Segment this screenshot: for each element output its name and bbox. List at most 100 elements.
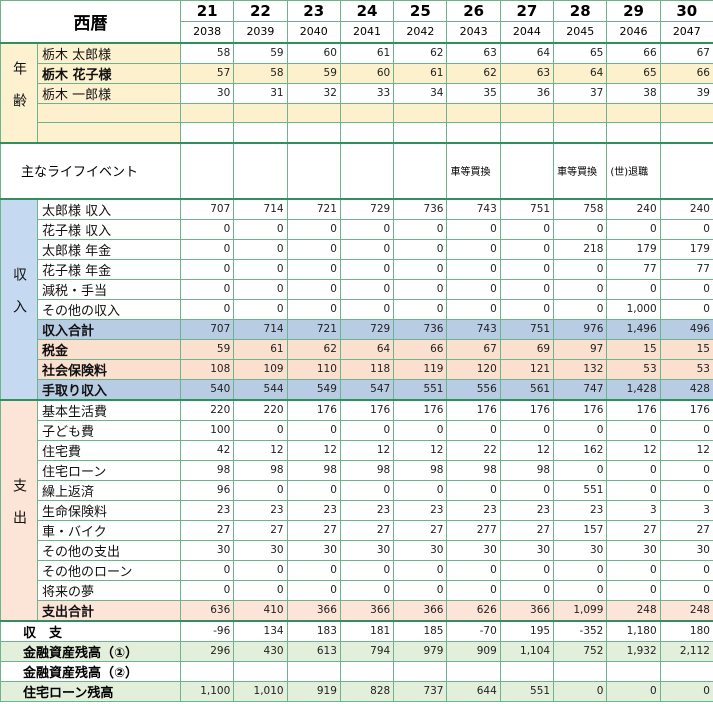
value-cell: 758 — [553, 198, 608, 220]
value-cell: 707 — [179, 318, 235, 340]
value-cell: 0 — [446, 579, 501, 601]
western-year: 2038 — [179, 21, 235, 44]
value-cell: 32 — [286, 82, 341, 104]
value-cell: 176 — [339, 399, 395, 421]
value-cell: 30 — [499, 539, 555, 561]
value-cell: 65 — [553, 42, 608, 64]
value-cell: 176 — [499, 399, 555, 421]
value-cell: 23 — [393, 499, 448, 521]
table-row: 住宅ローン残高 1,100 1,010 919 828 737 644 551 0 0 0 — [0, 680, 713, 702]
value-cell: 636 — [179, 599, 235, 622]
value-cell: 23 — [553, 499, 608, 521]
value-cell: 218 — [553, 238, 608, 260]
value-cell: 30 — [659, 539, 713, 561]
table-row: 将来の夢 0 0 0 0 0 0 0 0 0 0 — [1, 579, 713, 601]
value-cell: 3 — [606, 499, 661, 521]
table-row: その他の支出 30 30 30 30 30 30 30 30 30 30 — [1, 539, 713, 561]
value-cell: 0 — [393, 579, 448, 601]
value-cell: -96 — [179, 620, 235, 642]
value-cell: 0 — [446, 218, 501, 240]
value-cell: 428 — [659, 378, 713, 401]
value-cell: 60 — [286, 42, 341, 64]
value-cell: 62 — [393, 42, 448, 64]
value-cell — [499, 122, 555, 144]
value-cell: 35 — [446, 82, 501, 104]
value-cell: 0 — [553, 559, 608, 581]
value-cell: 366 — [339, 599, 395, 622]
value-cell: 0 — [659, 419, 713, 441]
value-cell: 919 — [286, 680, 341, 702]
table-row: 西暦 21 22 23 24 25 26 27 28 29 30 — [0, 0, 713, 44]
year-index: 22 — [233, 0, 288, 22]
western-year: 2040 — [286, 21, 341, 44]
value-cell: 176 — [606, 399, 661, 421]
value-cell: 12 — [659, 439, 713, 461]
row-label: 住宅ローン — [37, 459, 181, 481]
table-row: 金融資産残高（②） — [0, 660, 713, 682]
table-row: 2038 2039 2040 2041 2042 2043 2044 2045 2046 2047 — [1, 21, 713, 44]
value-cell: 626 — [446, 599, 501, 622]
row-label: 子ども費 — [37, 419, 181, 441]
summary-label: 収 支 — [0, 620, 181, 642]
value-cell: 0 — [659, 298, 713, 320]
event-cell — [393, 142, 448, 200]
table-row: その他のローン 0 0 0 0 0 0 0 0 0 0 — [1, 559, 713, 581]
value-cell: 63 — [499, 62, 555, 84]
value-cell: 0 — [179, 258, 235, 280]
value-cell: 976 — [553, 318, 608, 340]
value-cell: 119 — [393, 358, 448, 380]
value-cell: 97 — [553, 338, 608, 360]
value-cell — [339, 122, 395, 144]
value-cell: 0 — [393, 238, 448, 260]
value-cell: 30 — [393, 539, 448, 561]
value-cell: 0 — [286, 579, 341, 601]
year-index: 25 — [393, 0, 448, 22]
value-cell: 0 — [499, 479, 555, 501]
event-cell — [339, 142, 395, 200]
value-cell — [659, 102, 713, 124]
value-cell: 0 — [393, 419, 448, 441]
value-cell: 551 — [393, 378, 448, 401]
value-cell: 0 — [339, 559, 395, 581]
value-cell: 12 — [233, 439, 288, 461]
value-cell: 0 — [446, 559, 501, 581]
value-cell — [553, 660, 608, 682]
value-cell: 23 — [233, 499, 288, 521]
value-cell: 2,112 — [659, 640, 713, 662]
value-cell: 27 — [659, 519, 713, 541]
value-cell: 34 — [393, 82, 448, 104]
value-cell: 743 — [446, 198, 501, 220]
value-cell: 108 — [179, 358, 235, 380]
event-cell — [179, 142, 235, 200]
western-year: 2046 — [606, 21, 661, 44]
value-cell: 185 — [393, 620, 448, 642]
value-cell: 12 — [286, 439, 341, 461]
value-cell: 0 — [179, 218, 235, 240]
value-cell — [286, 660, 341, 682]
value-cell: 157 — [553, 519, 608, 541]
value-cell: 0 — [339, 278, 395, 300]
value-cell: 37 — [553, 82, 608, 104]
value-cell: 496 — [659, 318, 713, 340]
row-label — [37, 122, 181, 144]
value-cell: 0 — [553, 579, 608, 601]
value-cell: 27 — [393, 519, 448, 541]
value-cell: 1,099 — [553, 599, 608, 622]
value-cell: 59 — [233, 42, 288, 64]
value-cell — [659, 660, 713, 682]
value-cell: 0 — [553, 459, 608, 481]
value-cell: 30 — [339, 539, 395, 561]
table-row: 住宅ローン 98 98 98 98 98 98 98 0 0 0 — [1, 459, 713, 481]
value-cell: 220 — [233, 399, 288, 421]
value-cell: 0 — [499, 298, 555, 320]
value-cell: 0 — [179, 579, 235, 601]
value-cell: 0 — [286, 278, 341, 300]
value-cell: 64 — [553, 62, 608, 84]
value-cell: 0 — [233, 218, 288, 240]
section-label: 支出 — [0, 399, 38, 622]
value-cell: 0 — [233, 579, 288, 601]
value-cell: 12 — [339, 439, 395, 461]
row-label: 栃木 太郎様 — [37, 42, 181, 64]
value-cell: 736 — [393, 318, 448, 340]
